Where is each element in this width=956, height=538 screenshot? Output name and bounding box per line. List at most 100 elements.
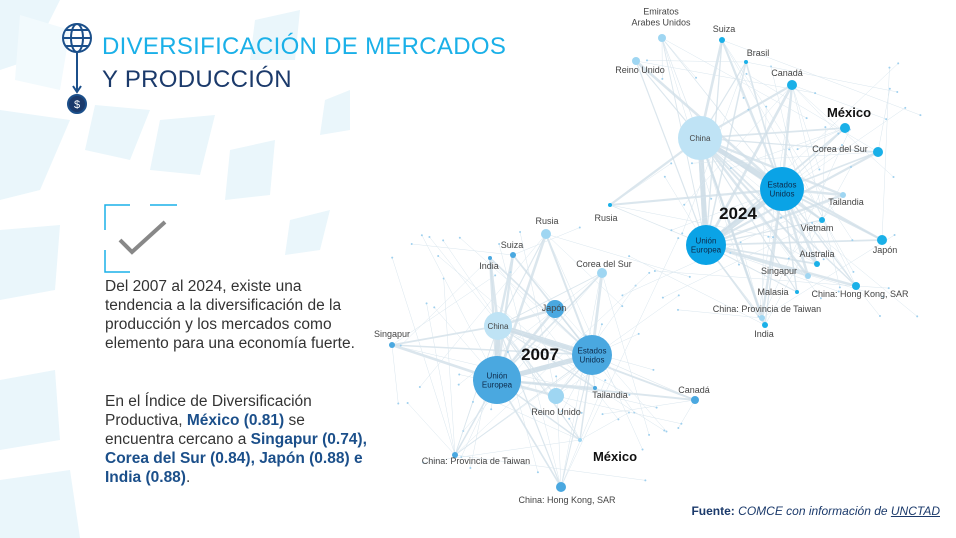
network-edge [497,325,562,488]
network-edge [761,106,767,319]
network-dot [568,417,571,420]
network-edge [791,84,820,170]
network-node [389,342,395,348]
network-edge [791,84,839,134]
network-node [760,167,804,211]
node-label: China [690,134,711,143]
network-dot [676,308,679,311]
network-dot [737,263,740,266]
network-node [572,335,612,375]
network-dot [490,408,493,411]
network-edge [496,272,603,381]
network-dot [837,132,840,135]
node-label: Unión [696,237,717,246]
network-edge [421,235,498,381]
network-edge [545,233,593,356]
network-edge [705,63,899,246]
node-label: Singapur [761,266,797,276]
network-dot [637,332,640,335]
network-dot [805,117,808,120]
network-edge [497,272,603,327]
network-dot [648,271,651,274]
network-dot [893,233,896,236]
source-text: COMCE con información de [738,504,888,518]
network-dot [433,306,436,309]
network-edge [443,278,456,456]
title-line: DIVERSIFICACIÓN DE MERCADOS [102,33,507,60]
network-node [762,322,768,328]
network-dot [457,383,460,386]
node-label: China: Provincia de Taiwan [713,304,821,314]
network-edge [560,268,602,488]
network-node [840,123,850,133]
network-dot [837,290,840,293]
node-label: Rusia [535,216,558,226]
network-dot [397,402,400,405]
network-edge [498,243,562,488]
network-dot [765,105,768,108]
network-dot [680,422,683,425]
network-dot [796,148,799,151]
network-edge [699,137,740,265]
network-edge [881,67,890,241]
network-dot [896,90,899,93]
network-dot [882,295,885,298]
network-edge [497,325,665,431]
node-label: India [479,261,499,271]
network-dot [425,302,428,305]
title-line: Y PRODUCCIÓN [102,66,292,93]
network-edge [391,344,593,356]
network-edge [704,84,794,246]
network-edge [791,84,841,288]
network-node [814,261,820,267]
network-node [877,235,887,245]
network-dot [814,92,817,95]
node-label: Tailandia [592,390,628,400]
check-icon [104,204,177,273]
node-label: Corea del Sur [576,259,632,269]
network-dot [670,162,673,165]
network-dot [661,296,664,299]
network-edge [519,231,557,397]
node-label: Reino Unido [531,407,581,417]
network-dot [644,479,647,482]
network-edge [426,303,456,456]
network-year: 2024 [719,204,757,223]
network-edge [560,380,606,488]
network-dot [442,239,445,242]
network-edge [705,61,747,246]
network-dot [757,315,760,318]
text: se encuentra cercano a [105,412,305,448]
network-edge [635,60,816,94]
globe-icon: $ [62,23,92,114]
network-dot [628,255,631,258]
network-edge [493,400,581,441]
node-label: Arabes Unidos [631,18,691,28]
network-dot [916,315,919,318]
network-edge [768,236,818,265]
network-dot [885,118,888,121]
node-label: India [754,329,774,339]
network-dot [850,166,853,169]
network-edge [646,60,747,63]
network-edge [438,255,596,389]
paragraph: En el Índice de Diversificación Producti… [105,392,367,487]
network-edge [497,325,539,473]
network-edge [560,237,679,488]
source-link[interactable]: UNCTAD [890,504,940,518]
network-node [608,203,612,207]
network-edge [495,233,548,381]
network-dot [628,393,631,396]
network-node [678,116,722,160]
network-edge [684,84,793,205]
network-dot [437,254,440,257]
network-dot [399,344,402,347]
node-label: Suiza [501,240,524,250]
network-dot [410,242,413,245]
network-dot [648,433,651,436]
network-dot [604,379,607,382]
network-edge [705,243,857,288]
network-edge [746,73,879,153]
network-edge [496,379,696,401]
